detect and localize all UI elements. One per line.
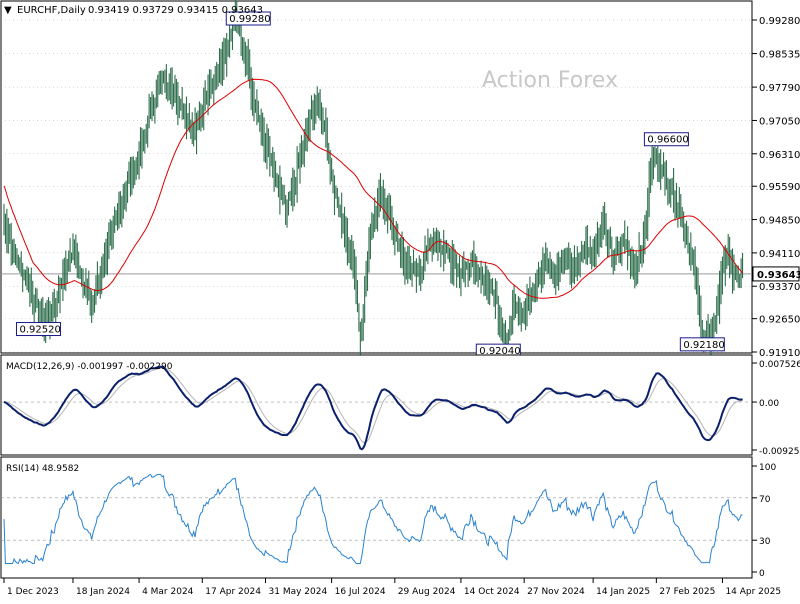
time-tick-label: 27 Feb 2025 xyxy=(659,587,715,597)
annotation-label: 0.92180 xyxy=(683,340,724,351)
macd-tick-label: -0.009252 xyxy=(759,447,800,457)
price-annotations: 0.99280 0.92520 0.92040 0.96600 0.92180 xyxy=(15,11,725,358)
rsi-panel: 100 70 30 0 RSI(14) 48.9582 xyxy=(0,456,776,579)
price-bars xyxy=(3,0,744,361)
price-tick-label: 0.98535 xyxy=(759,50,800,61)
price-tick-label: 0.97050 xyxy=(759,116,800,127)
annotation-label: 0.92040 xyxy=(479,346,520,357)
time-tick-label: 27 Nov 2024 xyxy=(527,587,585,597)
rsi-tick-label: 100 xyxy=(759,463,776,473)
rsi-y-axis: 100 70 30 0 xyxy=(1,463,776,579)
annotation-box xyxy=(15,322,61,337)
time-tick-label: 1 Dec 2023 xyxy=(7,587,59,597)
time-tick-label: 17 Apr 2024 xyxy=(205,587,261,597)
price-panel-frame xyxy=(0,0,753,354)
macd-y-axis: 0.007526 0.00 -0.009252 xyxy=(1,360,800,457)
time-tick-label: 16 Jul 2024 xyxy=(335,587,386,597)
price-tick-label: 0.94110 xyxy=(759,249,800,260)
price-tick-label: 0.99280 xyxy=(759,16,800,27)
time-tick-label: 4 Mar 2024 xyxy=(142,587,194,597)
symbol-label: EURCHF,Daily xyxy=(17,5,86,16)
macd-tick-label: 0.00 xyxy=(759,399,779,409)
annotation-box xyxy=(225,11,271,26)
annotation-box xyxy=(679,337,725,352)
macd-panel: 0.007526 0.00 -0.009252 MACD(12,26,9) -0.0… xyxy=(0,354,800,457)
price-annotation: 0.99280 xyxy=(225,11,271,26)
price-tick-label: 0.94850 xyxy=(759,216,800,227)
rsi-tick-label: 70 xyxy=(759,495,771,505)
annotation-label: 0.99280 xyxy=(229,14,270,25)
price-tick-label: 0.95590 xyxy=(759,182,800,193)
price-tick-label: 0.97790 xyxy=(759,83,800,94)
price-annotation: 0.92040 xyxy=(475,343,521,358)
time-tick-label: 14 Oct 2024 xyxy=(464,587,520,597)
price-annotation: 0.92520 xyxy=(15,322,61,337)
last-price-label: 0.93643 xyxy=(757,270,800,281)
rsi-tick-label: 0 xyxy=(759,569,765,579)
time-x-axis: 1 Dec 2023 18 Jan 2024 4 Mar 2024 17 Apr 20… xyxy=(3,578,781,597)
price-panel: Action Forex 0.99280 0.92520 0.92040 0.9660… xyxy=(0,0,800,361)
price-annotation: 0.92180 xyxy=(679,337,725,352)
price-tick-label: 0.96310 xyxy=(759,150,800,161)
price-tick-label: 0.92650 xyxy=(759,315,800,326)
annotation-box xyxy=(643,132,689,147)
rsi-title: RSI(14) 48.9582 xyxy=(6,464,79,474)
price-y-axis: 0.99280 0.98535 0.97790 0.97050 0.96310 0.955… xyxy=(752,16,800,359)
time-tick-label: 31 May 2024 xyxy=(269,587,328,597)
time-tick-label: 14 Apr 2025 xyxy=(725,587,781,597)
rsi-panel-frame xyxy=(0,456,753,579)
annotation-label: 0.92520 xyxy=(19,325,60,336)
price-tick-label: 0.93370 xyxy=(759,282,800,293)
last-price-tag xyxy=(752,266,800,282)
rsi-tick-label: 30 xyxy=(759,537,771,547)
header-arrow-icon: ▼ xyxy=(4,5,12,16)
time-tick-label: 18 Jan 2024 xyxy=(76,587,130,597)
annotation-label: 0.96600 xyxy=(647,135,688,146)
price-header: ▼ EURCHF,Daily 0.93419 0.93729 0.93415 0… xyxy=(4,5,263,16)
price-annotation: 0.96600 xyxy=(643,132,689,147)
rsi-line xyxy=(3,473,743,565)
macd-main-line xyxy=(3,365,743,451)
price-tick-label: 0.91910 xyxy=(759,348,800,359)
time-tick-label: 29 Aug 2024 xyxy=(398,587,456,597)
watermark: Action Forex xyxy=(482,68,618,93)
macd-tick-label: 0.007526 xyxy=(759,360,800,370)
moving-average-line xyxy=(3,78,743,299)
macd-title: MACD(12,26,9) -0.001997 -0.002290 xyxy=(6,362,173,372)
macd-signal-line xyxy=(3,367,743,444)
ohlc-readout: 0.93419 0.93729 0.93415 0.93643 xyxy=(88,5,263,16)
time-tick-label: 14 Jan 2025 xyxy=(596,587,650,597)
